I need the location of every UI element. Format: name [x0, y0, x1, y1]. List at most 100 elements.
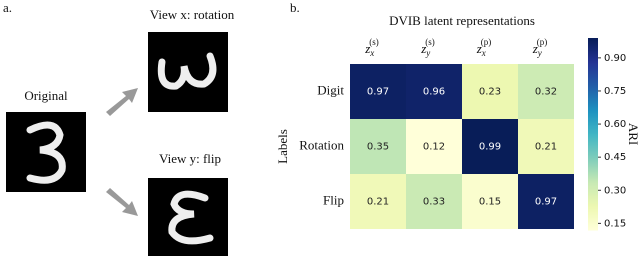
column-label: zx(s) [364, 37, 379, 58]
colorbar-segment [588, 110, 598, 113]
colorbar-segment [588, 166, 598, 169]
view-x-label: View x: rotation [150, 7, 235, 22]
label-sup: (p) [537, 37, 548, 47]
colorbar-segment [588, 200, 598, 203]
colorbar-segment [588, 142, 598, 145]
colorbar-segment [588, 222, 598, 225]
colorbar-segment [588, 120, 598, 123]
colorbar-segment [588, 154, 598, 157]
label-sup: (p) [481, 37, 492, 47]
chart-title: DVIB latent representations [389, 13, 535, 28]
colorbar-segment [588, 86, 598, 89]
colorbar-segment [588, 164, 598, 167]
heat-cell [406, 119, 462, 174]
colorbar-segment [588, 160, 598, 163]
colorbar-segment [588, 112, 598, 115]
label-base: z [532, 41, 538, 56]
colorbar-segment [588, 202, 598, 205]
colorbar-segment [588, 196, 598, 199]
colorbar-segment [588, 82, 598, 85]
colorbar-segment [588, 150, 598, 153]
colorbar-segment [588, 88, 598, 91]
heat-cell [350, 174, 406, 229]
heat-cell [406, 174, 462, 229]
colorbar-segment [588, 58, 598, 61]
colorbar-segment [588, 188, 598, 191]
colorbar-segment [588, 146, 598, 149]
colorbar-segment [588, 192, 598, 195]
colorbar-tick-label: 0.60 [604, 119, 626, 130]
cell-label: 0.33 [423, 197, 445, 208]
label-base: z [476, 41, 482, 56]
label-sup: (s) [425, 37, 435, 47]
digit-flipped [168, 190, 214, 245]
cell-label: 0.97 [535, 197, 557, 208]
row-label: Flip [323, 192, 344, 207]
colorbar-segment [588, 206, 598, 209]
panel-label: a. [3, 0, 12, 15]
colorbar-segment [588, 56, 598, 59]
colorbar-segment [588, 134, 598, 137]
colorbar-segment [588, 228, 598, 231]
colorbar-segment [588, 210, 598, 213]
cell-label: 0.21 [367, 197, 389, 208]
colorbar-segment [588, 96, 598, 99]
cell-label: 0.21 [535, 142, 557, 153]
label-base: z [364, 41, 370, 56]
colorbar-segment [588, 106, 598, 109]
colorbar-segment [588, 124, 598, 127]
colorbar-segment [588, 152, 598, 155]
colorbar-segment [588, 182, 598, 185]
label-sub: y [537, 48, 542, 58]
colorbar-segment [588, 148, 598, 151]
colorbar-segment [588, 128, 598, 131]
colorbar-segment [588, 122, 598, 125]
colorbar-segment [588, 220, 598, 223]
label-sub: x [481, 48, 486, 58]
view-y-label: View y: flip [159, 151, 221, 166]
colorbar-segment [588, 184, 598, 187]
colorbar-segment [588, 186, 598, 189]
label-base: z [420, 41, 426, 56]
colorbar-segment [588, 176, 598, 179]
colorbar-segment [588, 168, 598, 171]
row-label: Digit [317, 82, 344, 97]
colorbar-tick-label: 0.15 [604, 218, 626, 229]
panel-a: a. Original View x: rotation View y: fli… [3, 0, 235, 256]
colorbar-segment [588, 60, 598, 63]
colorbar-segment [588, 74, 598, 77]
colorbar-segment [588, 138, 598, 141]
column-label: zx(p) [476, 37, 492, 58]
colorbar-segment [588, 130, 598, 133]
colorbar-segment [588, 126, 598, 129]
digit-rotated [157, 52, 217, 90]
colorbar-segment [588, 50, 598, 53]
colorbar-segment [588, 162, 598, 165]
cell-label: 0.23 [479, 87, 501, 98]
row-label: Rotation [299, 137, 344, 152]
colorbar-segment [588, 136, 598, 139]
heat-cell [406, 64, 462, 119]
colorbar-segment [588, 94, 598, 97]
arrow-down [106, 188, 138, 216]
colorbar-segment [588, 54, 598, 57]
label-sub: y [425, 48, 430, 58]
colorbar-segment [588, 180, 598, 183]
colorbar-segment [588, 208, 598, 211]
column-label: zy(s) [420, 37, 435, 58]
column-label: zy(p) [532, 37, 548, 58]
colorbar-segment [588, 108, 598, 111]
colorbar-segment [588, 44, 598, 47]
heat-cell [462, 119, 518, 174]
colorbar-segment [588, 100, 598, 103]
colorbar-segment [588, 42, 598, 45]
heat-cell [350, 64, 406, 119]
colorbar-segment [588, 118, 598, 121]
colorbar-segment [588, 104, 598, 107]
colorbar-segment [588, 226, 598, 229]
cell-label: 0.12 [423, 142, 445, 153]
digit-3 [26, 121, 66, 184]
heat-cell [462, 174, 518, 229]
cell-label: 0.97 [367, 87, 389, 98]
